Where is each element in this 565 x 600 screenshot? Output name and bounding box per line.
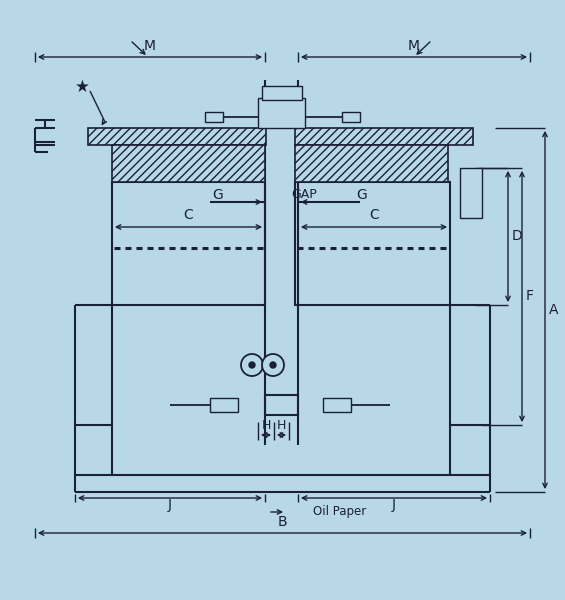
Bar (295, 128, 473, 145)
Bar (460, 168, 482, 218)
Circle shape (270, 362, 276, 368)
Bar (112, 145, 265, 182)
Bar (295, 182, 450, 305)
Text: A: A (549, 303, 558, 317)
Text: J: J (168, 498, 172, 512)
Bar (262, 86, 302, 100)
Circle shape (241, 354, 263, 376)
Text: C: C (369, 208, 379, 222)
Text: C: C (184, 208, 193, 222)
Text: M: M (144, 39, 156, 53)
Bar (205, 112, 223, 122)
Text: B: B (277, 515, 288, 529)
Bar (210, 398, 238, 412)
Bar (323, 398, 351, 412)
Circle shape (262, 354, 284, 376)
Text: M: M (408, 39, 420, 53)
Text: G: G (357, 188, 367, 202)
Bar (295, 145, 448, 182)
Bar (342, 112, 360, 122)
Text: Oil Paper: Oil Paper (314, 505, 367, 518)
Bar (88, 128, 266, 145)
Text: G: G (212, 188, 223, 202)
Text: J: J (392, 498, 396, 512)
Text: F: F (526, 289, 534, 304)
Bar (112, 182, 265, 305)
Text: D: D (512, 229, 523, 244)
Bar (258, 98, 305, 128)
Circle shape (249, 362, 255, 368)
Text: GAP: GAP (291, 188, 317, 202)
Text: H: H (277, 419, 286, 432)
Text: H: H (261, 419, 271, 432)
Text: ★: ★ (75, 78, 89, 96)
